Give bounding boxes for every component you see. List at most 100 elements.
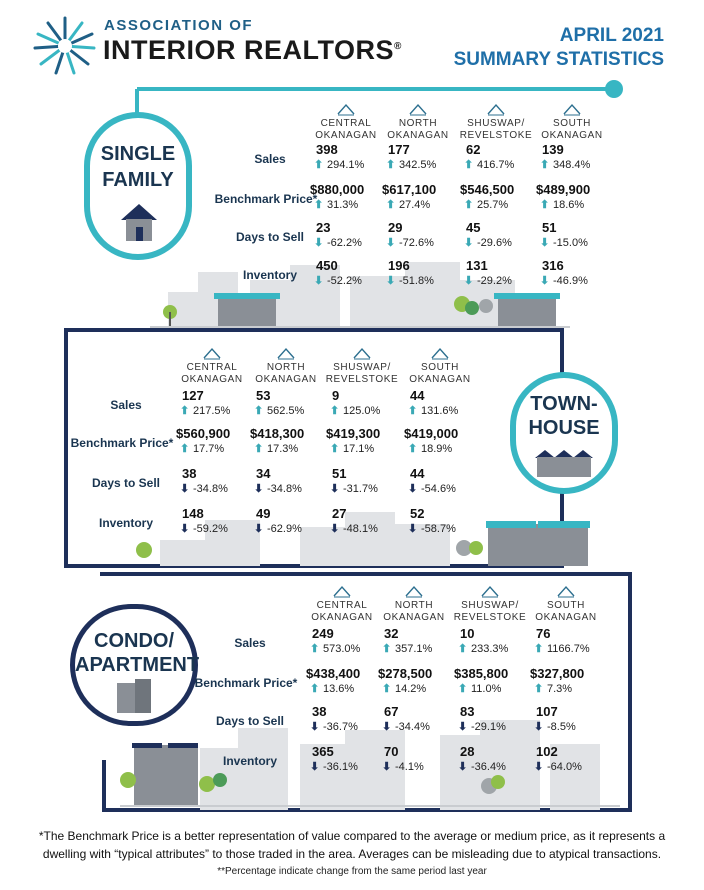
condo-benchmark-value: $278,500 — [378, 666, 433, 681]
condo-badge: CONDO/ APARTMENT — [70, 604, 199, 726]
townhouse-region-header-0: CENTRAL OKANAGAN — [172, 346, 252, 386]
change-percent: -29.1% — [471, 721, 506, 733]
change-percent: -4.1% — [395, 761, 424, 773]
arrow-up-icon: ⬆ — [330, 443, 340, 455]
arrow-up-icon: ⬆ — [254, 405, 264, 417]
region-name: SHUSWAP/ — [461, 600, 519, 611]
change-percent: 233.3% — [471, 643, 509, 655]
condo-sales-change: ⬆ 233.3% — [458, 642, 508, 655]
condo-row-label-sales: Sales — [234, 636, 266, 650]
region-name: OKANAGAN — [387, 130, 449, 141]
change-percent: -8.5% — [547, 721, 576, 733]
condo-sales-change: ⬆ 357.1% — [382, 642, 432, 655]
change-percent: 573.0% — [323, 643, 361, 655]
change-percent: -62.2% — [327, 237, 362, 249]
region-name: OKANAGAN — [541, 130, 603, 141]
region-icon — [481, 585, 499, 598]
condo-inventory-value: 70 — [384, 744, 399, 759]
arrow-up-icon: ⬆ — [534, 643, 544, 655]
change-percent: -29.6% — [477, 237, 512, 249]
region-name: CENTRAL — [316, 600, 368, 611]
change-percent: -48.1% — [343, 523, 378, 535]
change-percent: -36.1% — [323, 761, 358, 773]
single_family-row-label-inventory: Inventory — [242, 268, 297, 282]
arrow-down-icon: ⬇ — [386, 275, 396, 287]
townhouse-row-label-days: Days to Sell — [91, 476, 161, 490]
footnote-line2: dwelling with “typical attributes” to th… — [42, 847, 662, 861]
arrow-down-icon: ⬇ — [314, 275, 324, 287]
arrow-down-icon: ⬇ — [386, 237, 396, 249]
single_family-inventory-value: 450 — [316, 258, 338, 273]
single_family-region-header-1: NORTH OKANAGAN — [378, 102, 458, 142]
change-percent: 31.3% — [327, 199, 359, 211]
arrow-down-icon: ⬇ — [254, 523, 264, 535]
condo-days-change: ⬇ -34.4% — [382, 720, 430, 733]
single_family-region-header-0: CENTRAL OKANAGAN — [306, 102, 386, 142]
townhouse-sales-change: ⬆ 562.5% — [254, 404, 304, 417]
condo-inventory-change: ⬇ -4.1% — [382, 760, 424, 773]
change-percent: -62.9% — [267, 523, 302, 535]
change-percent: -72.6% — [399, 237, 434, 249]
single_family-days-change: ⬇ -15.0% — [540, 236, 588, 249]
condo-days-value: 38 — [312, 704, 327, 719]
condo-sales-change: ⬆ 573.0% — [310, 642, 360, 655]
condo-region-header-3: SOUTH OKANAGAN — [526, 584, 606, 624]
region-name: OKANAGAN — [255, 374, 317, 385]
townhouse-sales-change: ⬆ 125.0% — [330, 404, 380, 417]
townhouse-inventory-change: ⬇ -58.7% — [408, 522, 456, 535]
arrow-down-icon: ⬇ — [314, 237, 324, 249]
region-icon — [333, 585, 351, 598]
arrow-up-icon: ⬆ — [314, 159, 324, 171]
townhouse-inventory-value: 148 — [182, 506, 204, 521]
single_family-inventory-value: 196 — [388, 258, 410, 273]
single_family-region-header-3: SOUTH OKANAGAN — [532, 102, 612, 142]
region-name: OKANAGAN — [315, 130, 377, 141]
change-percent: 18.6% — [553, 199, 585, 211]
single_family-benchmark-change: ⬆ 25.7% — [464, 198, 508, 211]
region-name: OKANAGAN — [535, 612, 597, 623]
change-percent: 348.4% — [553, 159, 591, 171]
arrow-up-icon: ⬆ — [180, 405, 190, 417]
arrow-up-icon: ⬆ — [382, 643, 392, 655]
townhouse-inventory-value: 49 — [256, 506, 271, 521]
townhouse-row-label-sales: Sales — [110, 398, 142, 412]
region-name: NORTH — [394, 600, 434, 611]
region-name: CENTRAL — [320, 118, 372, 129]
region-name: SOUTH — [553, 118, 591, 129]
arrow-down-icon: ⬇ — [458, 721, 468, 733]
report-title: APRIL 2021 SUMMARY STATISTICS — [453, 25, 664, 70]
arrow-up-icon: ⬆ — [180, 443, 190, 455]
single_family-row-label-benchmark: Benchmark Price* — [214, 192, 318, 206]
change-percent: 27.4% — [399, 199, 431, 211]
townhouse-row-label-inventory: Inventory — [98, 516, 153, 530]
single_family-inventory-change: ⬇ -46.9% — [540, 274, 588, 287]
change-percent: 217.5% — [193, 405, 231, 417]
single_family-sales-change: ⬆ 416.7% — [464, 158, 514, 171]
arrow-up-icon: ⬆ — [330, 405, 340, 417]
region-name: SHUSWAP/ — [333, 362, 391, 373]
arrow-down-icon: ⬇ — [180, 483, 190, 495]
single-family-badge: SINGLE FAMILY — [84, 112, 192, 260]
region-name: SOUTH — [421, 362, 459, 373]
single_family-inventory-change: ⬇ -29.2% — [464, 274, 512, 287]
condo-region-header-0: CENTRAL OKANAGAN — [302, 584, 382, 624]
arrow-up-icon: ⬆ — [408, 443, 418, 455]
townhouse-sales-value: 127 — [182, 388, 204, 403]
region-icon — [563, 103, 581, 116]
townhouse-inventory-change: ⬇ -59.2% — [180, 522, 228, 535]
arrow-up-icon: ⬆ — [458, 643, 468, 655]
condo-inventory-change: ⬇ -36.4% — [458, 760, 506, 773]
condo-days-change: ⬇ -8.5% — [534, 720, 576, 733]
condo-sales-value: 10 — [460, 626, 475, 641]
region-icon — [353, 347, 371, 360]
region-name: OKANAGAN — [311, 612, 373, 623]
arrow-up-icon: ⬆ — [382, 683, 392, 695]
condo-sales-value: 249 — [312, 626, 334, 641]
townhouse-benchmark-change: ⬆ 18.9% — [408, 442, 452, 455]
region-icon — [405, 585, 423, 598]
townhouse-benchmark-change: ⬆ 17.7% — [180, 442, 224, 455]
change-percent: 13.6% — [323, 683, 355, 695]
change-percent: -15.0% — [553, 237, 588, 249]
change-percent: 131.6% — [421, 405, 459, 417]
change-percent: 357.1% — [395, 643, 433, 655]
